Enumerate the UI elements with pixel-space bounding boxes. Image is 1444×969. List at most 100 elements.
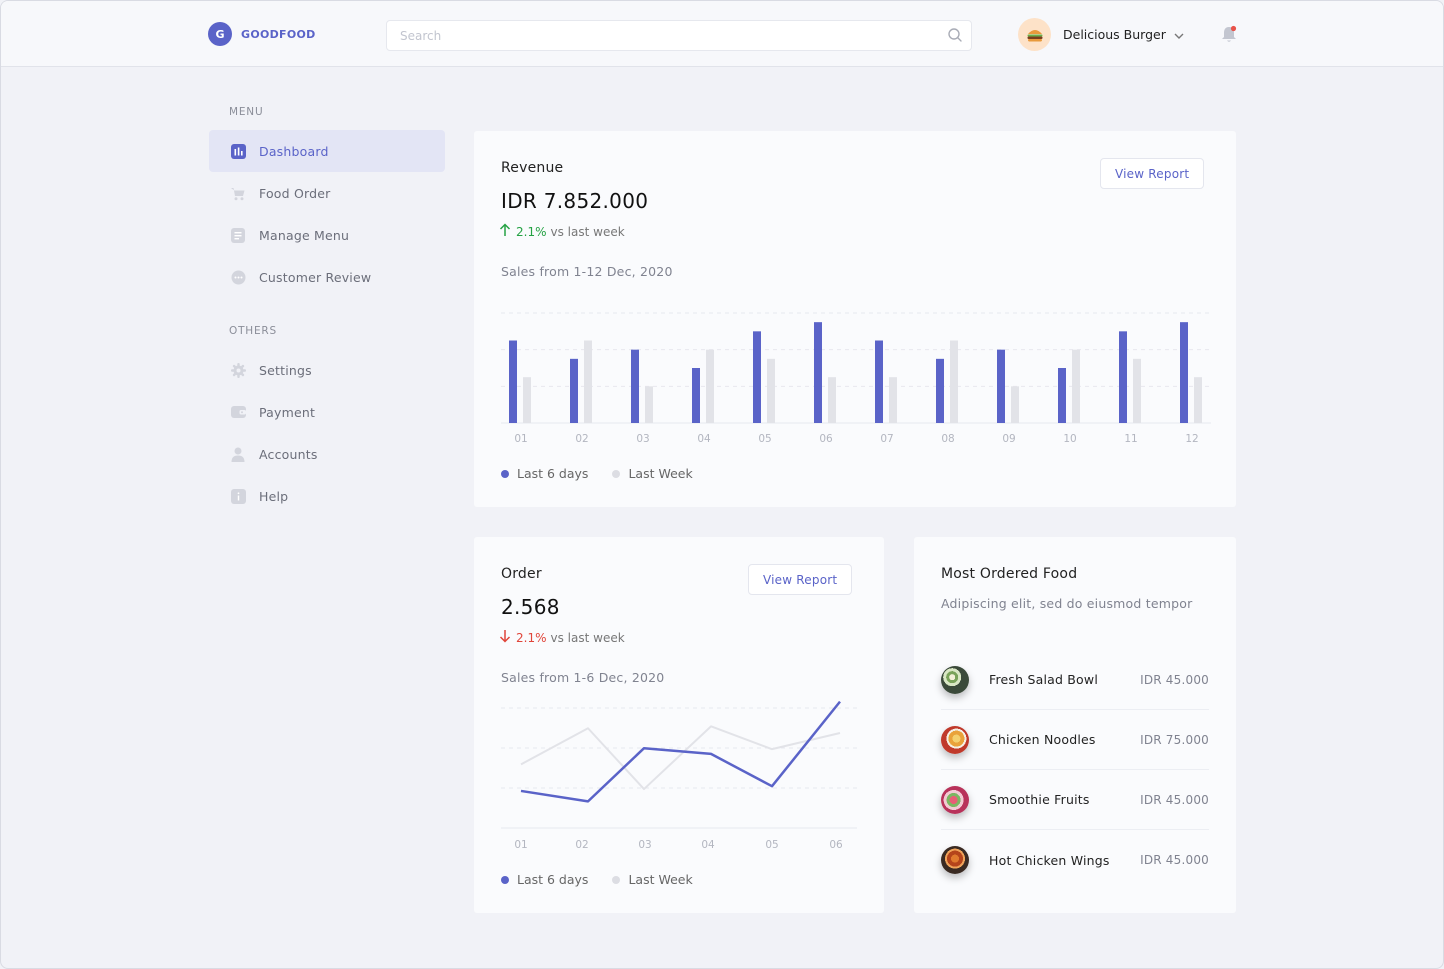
sidebar-item-payment[interactable]: Payment <box>209 391 445 433</box>
document-icon <box>230 227 246 243</box>
food-price: IDR 45.000 <box>1140 792 1209 807</box>
search-box <box>386 20 972 51</box>
burger-icon <box>1018 18 1051 51</box>
sidebar-item-manage-menu[interactable]: Manage Menu <box>209 214 445 256</box>
noodles-icon <box>941 725 969 754</box>
list-item[interactable]: Chicken Noodles IDR 75.000 <box>941 710 1209 770</box>
sidebar-item-label: Accounts <box>259 446 318 462</box>
order-delta-text: vs last week <box>550 630 625 645</box>
revenue-delta-text: vs last week <box>550 224 625 239</box>
sidebar-item-label: Help <box>259 488 289 504</box>
x-tick-label: 02 <box>575 839 588 851</box>
search-icon[interactable] <box>947 27 963 47</box>
x-tick-label: 06 <box>819 433 833 445</box>
legend-dot <box>612 875 621 884</box>
bar-last-6-days <box>570 358 578 423</box>
x-tick-label: 08 <box>941 433 954 445</box>
x-tick-label: 03 <box>636 433 649 445</box>
order-card <box>474 537 884 913</box>
food-name: Hot Chicken Wings <box>989 852 1110 868</box>
sidebar-item-accounts[interactable]: Accounts <box>209 433 445 475</box>
legend-dot <box>501 469 509 478</box>
notification-badge <box>1230 25 1237 32</box>
revenue-subtitle: Sales from 1-12 Dec, 2020 <box>501 264 673 279</box>
bar-last-6-days <box>753 331 761 423</box>
legend-item-last-week: Last Week <box>612 466 693 481</box>
order-legend: Last 6 days Last Week <box>501 872 717 887</box>
cart-icon <box>230 185 246 201</box>
food-name: Smoothie Fruits <box>989 792 1090 807</box>
list-item[interactable]: Smoothie Fruits IDR 45.000 <box>941 770 1209 830</box>
x-tick-label: 03 <box>638 839 651 851</box>
bar-last-week <box>645 386 653 423</box>
profile-menu[interactable]: Delicious Burger <box>1018 18 1185 51</box>
bar-last-6-days <box>692 368 700 423</box>
x-tick-label: 01 <box>514 839 527 851</box>
bar-last-6-days <box>997 349 1005 423</box>
chicken-wings-icon <box>941 846 969 874</box>
legend-label: Last 6 days <box>517 466 589 481</box>
legend-dot <box>612 469 621 478</box>
fruits-icon <box>941 785 969 814</box>
legend-label: Last 6 days <box>517 872 589 887</box>
bar-last-6-days <box>631 349 639 423</box>
revenue-bar-chart: 01 02 03 04 05 06 07 08 09 10 11 12 <box>501 312 1211 445</box>
bar-last-week <box>889 377 897 423</box>
logo[interactable]: G GOODFOOD <box>208 22 316 46</box>
order-line-chart: 01 02 03 04 05 06 <box>501 700 857 851</box>
bar-last-week <box>1011 386 1019 423</box>
revenue-delta-pct: 2.1% <box>516 224 547 239</box>
bar-last-6-days <box>509 340 517 423</box>
series-line-last-week <box>520 725 841 791</box>
sidebar-item-label: Dashboard <box>259 143 329 159</box>
food-price: IDR 45.000 <box>1140 672 1209 687</box>
x-tick-label: 07 <box>880 433 893 445</box>
revenue-title: Revenue <box>501 160 564 176</box>
sidebar-item-settings[interactable]: Settings <box>209 349 445 391</box>
sidebar-item-label: Food Order <box>259 185 331 201</box>
bar-last-week <box>523 377 531 423</box>
sidebar-item-help[interactable]: Help <box>209 475 445 517</box>
bell-icon[interactable] <box>1220 25 1238 49</box>
x-tick-label: 02 <box>575 433 588 445</box>
bar-last-week <box>767 358 775 423</box>
list-item[interactable]: Hot Chicken Wings IDR 45.000 <box>941 830 1209 890</box>
bar-last-week <box>1072 349 1080 423</box>
legend-item-last-6-days: Last 6 days <box>501 872 588 887</box>
search-input[interactable] <box>387 21 927 50</box>
sidebar-item-label: Customer Review <box>259 269 372 285</box>
revenue-value: IDR 7.852.000 <box>501 189 649 213</box>
sidebar-item-food-order[interactable]: Food Order <box>209 172 445 214</box>
x-tick-label: 11 <box>1124 433 1137 445</box>
legend-label: Last Week <box>628 872 693 887</box>
sidebar-item-label: Manage Menu <box>259 227 350 243</box>
bar-last-week <box>828 377 836 423</box>
bar-last-6-days <box>1058 368 1066 423</box>
bar-last-week <box>706 349 714 423</box>
user-icon <box>230 446 246 462</box>
sidebar-item-dashboard[interactable]: Dashboard <box>209 130 445 172</box>
bar-last-6-days <box>936 358 944 423</box>
menu-section-title: MENU <box>229 106 264 118</box>
legend-dot <box>501 875 509 884</box>
series-line-last-6-days <box>520 700 841 803</box>
sidebar-item-customer-review[interactable]: Customer Review <box>209 256 445 298</box>
revenue-card <box>474 131 1236 507</box>
order-view-report-button[interactable]: View Report <box>748 564 853 595</box>
profile-name: Delicious Burger <box>1063 27 1166 42</box>
order-delta-pct: 2.1% <box>516 630 547 645</box>
gear-icon <box>230 362 246 378</box>
arrow-down-icon <box>499 629 511 646</box>
x-tick-label: 09 <box>1002 433 1015 445</box>
bar-last-week <box>584 340 592 423</box>
logo-text: GOODFOOD <box>241 27 316 41</box>
legend-label: Last Week <box>628 466 693 481</box>
bar-last-6-days <box>875 340 883 423</box>
revenue-view-report-button[interactable]: View Report <box>1100 158 1205 189</box>
x-tick-label: 04 <box>697 433 711 445</box>
order-title: Order <box>501 566 542 582</box>
bar-last-week <box>1133 358 1141 423</box>
bar-last-week <box>950 340 958 423</box>
list-item[interactable]: Fresh Salad Bowl IDR 45.000 <box>941 650 1209 710</box>
info-icon <box>230 488 246 504</box>
